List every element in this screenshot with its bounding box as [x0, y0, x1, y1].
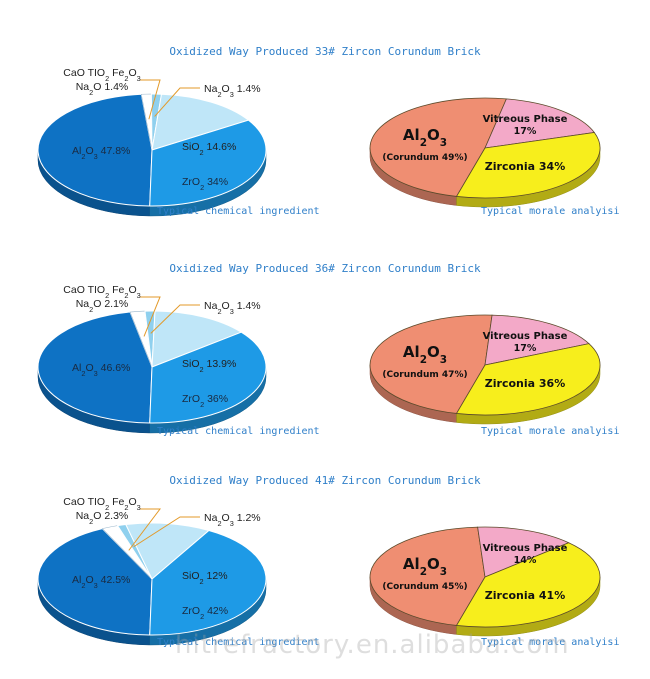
right-0-slice-corundum — [369, 97, 507, 197]
left-0-slice-sio2 — [151, 93, 250, 151]
leader-minor-oxides — [128, 508, 162, 551]
label-na2o3: Na2O3 1.4% — [204, 83, 261, 99]
chart-section-41: Al2O3 42.5% ZrO2 42% SiO2 12% Na2O3 1.2% CaO… — [37, 496, 601, 646]
label-al2o3: Al2O3 46.6% — [72, 362, 130, 378]
label-al2o3: Al2O3 42.5% — [72, 574, 130, 590]
leader-minor-oxides — [140, 79, 161, 120]
label-minor-oxides-2: Na2O 1.4% — [76, 81, 129, 97]
right-2-slice-zirconia — [455, 542, 601, 628]
label-corundum: (Corundum 45%) — [382, 582, 467, 592]
right-0-slice-zirconia — [455, 132, 601, 199]
right-0-slice-vitreous-phase — [484, 98, 596, 149]
label-minor-oxides-2: Na2O 2.1% — [76, 298, 129, 314]
left-2-slice-zro2 — [149, 529, 267, 636]
left-1-slice-zro2 — [149, 331, 267, 424]
right-1-slice-zirconia — [455, 343, 601, 416]
label-zro2: ZrO2 34% — [182, 176, 228, 192]
chart-section-36: Al2O3 46.6% ZrO2 36% SiO2 13.9% Na2O3 1.4% C… — [37, 284, 601, 434]
leader-minor-oxides — [140, 296, 161, 337]
label-al2o3-morale: Al2O3 — [403, 343, 447, 366]
label-minor-oxides-1: CaO TIO2 Fe2O3 — [63, 284, 140, 300]
right-2-slice-vitreous-phase — [477, 526, 570, 578]
chart-title-41: Oxidized Way Produced 41# Zircon Corundu… — [169, 474, 481, 487]
caption-chemical-41: Typical chemical ingredient — [157, 637, 320, 648]
label-na2o3: Na2O3 1.2% — [204, 512, 261, 528]
label-al2o3-morale: Al2O3 — [403, 555, 447, 578]
right-1-slice-corundum — [369, 314, 493, 414]
caption-morale-36: Typical morale analyisi — [481, 426, 620, 437]
caption-morale-33: Typical morale analyisi — [481, 206, 620, 217]
leader-na2o3 — [150, 304, 200, 334]
chart-title-33: Oxidized Way Produced 33# Zircon Corundu… — [169, 45, 481, 58]
label-minor-oxides-1: CaO TIO2 Fe2O3 — [63, 496, 140, 512]
label-na2o3: Na2O3 1.4% — [204, 300, 261, 316]
label-zirconia: Zirconia 34% — [485, 160, 565, 173]
label-zro2: ZrO2 42% — [182, 605, 228, 621]
right-1-slice-vitreous-phase — [484, 314, 590, 366]
left-2-slice-sio2 — [125, 522, 210, 580]
caption-morale-41: Typical morale analyisi — [481, 637, 620, 648]
left-2-slice-al2o3 — [37, 528, 153, 636]
label-zirconia: Zirconia 36% — [485, 377, 565, 390]
label-sio2: SiO2 14.6% — [182, 141, 236, 157]
left-0-slice-al2o3 — [37, 93, 153, 207]
left-0-slice-zro2 — [149, 119, 267, 207]
label-corundum: (Corundum 47%) — [382, 370, 467, 380]
caption-chemical-36: Typical chemical ingredient — [157, 426, 320, 437]
caption-chemical-33: Typical chemical ingredient — [157, 206, 320, 217]
left-1-slice-sio2 — [151, 310, 243, 368]
left-1-slice-al2o3 — [37, 311, 153, 424]
watermark: hitrefractory.en.alibaba.com — [175, 630, 570, 660]
leader-na2o3 — [154, 87, 200, 117]
chart-title-36: Oxidized Way Produced 36# Zircon Corundu… — [169, 262, 481, 275]
chart-section-33: Al2O3 47.8% ZrO2 34% SiO2 14.6% Na2O3 1.4% C… — [37, 67, 601, 217]
label-sio2: SiO2 13.9% — [182, 358, 236, 374]
right-2-slice-corundum — [369, 526, 486, 626]
label-vitreous-value: 14% — [514, 555, 537, 566]
label-zirconia: Zirconia 41% — [485, 589, 565, 602]
label-sio2: SiO2 12% — [182, 570, 228, 586]
label-vitreous-phase: Vitreous Phase — [483, 331, 568, 342]
label-al2o3: Al2O3 47.8% — [72, 145, 130, 161]
label-vitreous-phase: Vitreous Phase — [483, 114, 568, 125]
label-vitreous-phase: Vitreous Phase — [483, 543, 568, 554]
label-minor-oxides-2: Na2O 2.3% — [76, 510, 129, 526]
leader-na2o3 — [133, 516, 200, 548]
label-corundum: (Corundum 49%) — [382, 153, 467, 163]
label-minor-oxides-1: CaO TIO2 Fe2O3 — [63, 67, 140, 83]
label-zro2: ZrO2 36% — [182, 393, 228, 409]
label-vitreous-value: 17% — [514, 126, 537, 137]
label-al2o3-morale: Al2O3 — [403, 126, 447, 149]
label-vitreous-value: 17% — [514, 343, 537, 354]
